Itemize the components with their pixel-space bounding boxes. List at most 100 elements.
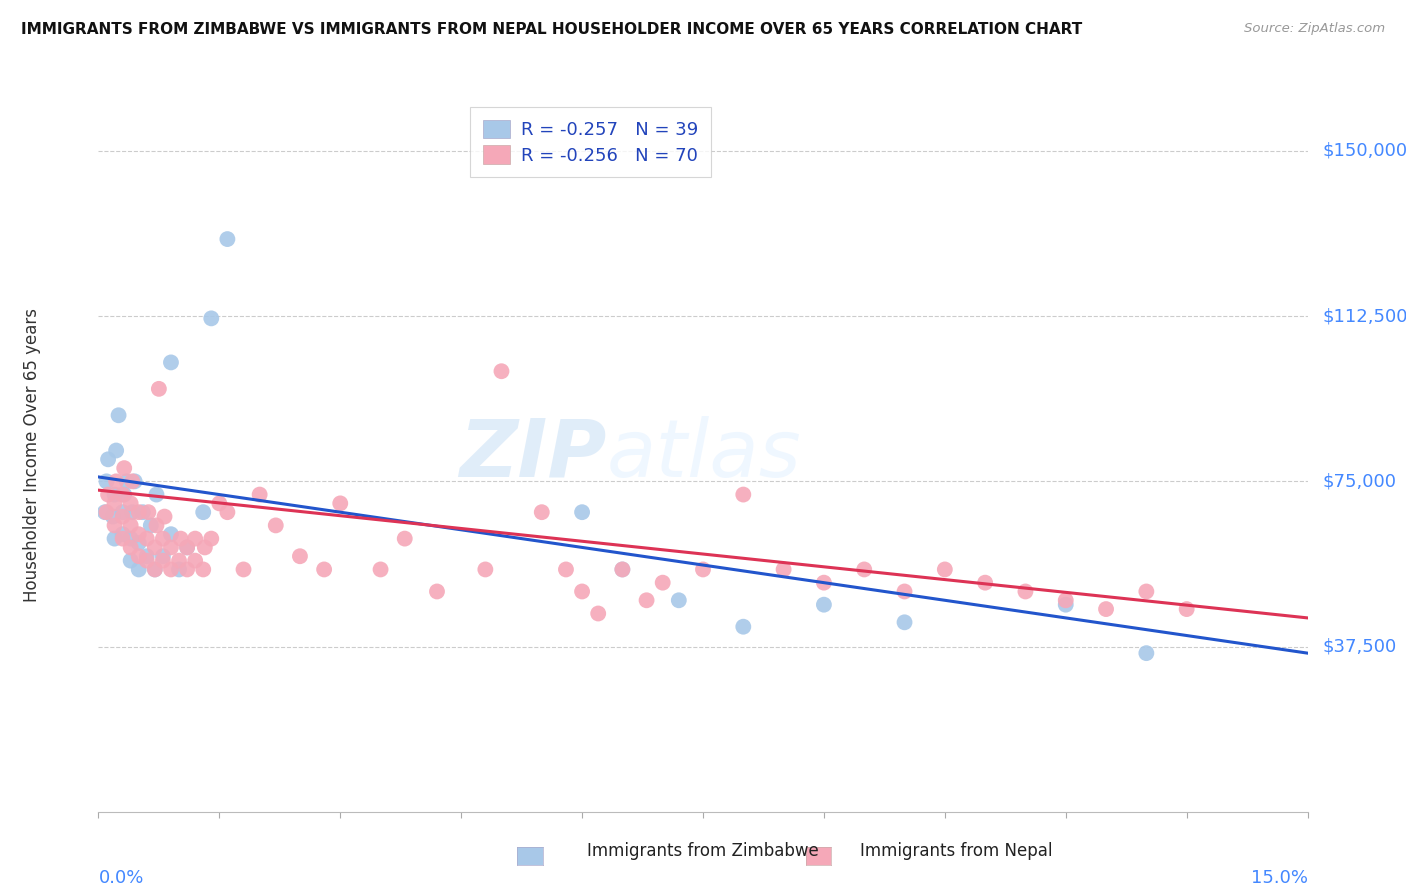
Point — [571, 584, 593, 599]
Point — [143, 562, 166, 576]
Point — [135, 549, 157, 564]
Point — [128, 562, 150, 576]
Point — [120, 532, 142, 546]
Point — [612, 562, 634, 576]
Point — [138, 505, 160, 519]
Point — [249, 487, 271, 501]
Point — [612, 562, 634, 576]
Legend: R = -0.257   N = 39, R = -0.256   N = 70: R = -0.257 N = 39, R = -0.256 N = 70 — [470, 107, 710, 178]
Point — [120, 496, 142, 510]
Point — [94, 505, 117, 519]
Point — [586, 607, 609, 621]
Point — [491, 364, 513, 378]
Point — [169, 532, 191, 546]
Point — [167, 562, 190, 576]
Point — [112, 461, 135, 475]
Point — [103, 487, 125, 501]
Point — [176, 541, 198, 555]
Point — [194, 541, 217, 555]
Point — [111, 527, 134, 541]
Point — [143, 541, 166, 555]
Point — [128, 549, 150, 564]
Point — [853, 562, 876, 576]
Point — [111, 532, 134, 546]
Point — [329, 496, 352, 510]
Point — [184, 532, 207, 546]
Point — [97, 452, 120, 467]
Text: Source: ZipAtlas.com: Source: ZipAtlas.com — [1244, 22, 1385, 36]
Point — [530, 505, 553, 519]
Point — [232, 562, 254, 576]
Point — [208, 496, 231, 510]
Point — [121, 505, 143, 519]
Point — [555, 562, 578, 576]
Point — [893, 584, 915, 599]
Point — [474, 562, 496, 576]
Point — [143, 562, 166, 576]
Point — [571, 505, 593, 519]
Point — [120, 518, 142, 533]
Text: Householder Income Over 65 years: Householder Income Over 65 years — [22, 308, 41, 602]
Point — [1014, 584, 1036, 599]
Point — [200, 532, 222, 546]
Point — [103, 532, 125, 546]
Point — [370, 562, 392, 576]
Point — [217, 232, 239, 246]
Point — [128, 527, 150, 541]
Point — [668, 593, 690, 607]
Point — [135, 532, 157, 546]
Point — [314, 562, 336, 576]
Point — [893, 615, 915, 630]
Point — [96, 475, 118, 489]
Point — [1135, 646, 1157, 660]
Point — [193, 505, 215, 519]
Text: $150,000: $150,000 — [1322, 142, 1406, 160]
Point — [692, 562, 714, 576]
Point — [733, 620, 755, 634]
Text: Immigrants from Zimbabwe: Immigrants from Zimbabwe — [588, 842, 818, 860]
Text: atlas: atlas — [606, 416, 801, 494]
Point — [160, 355, 183, 369]
Point — [107, 409, 129, 423]
Point — [1175, 602, 1198, 616]
Point — [733, 487, 755, 501]
Point — [111, 509, 134, 524]
Point — [176, 541, 198, 555]
Point — [1135, 584, 1157, 599]
Point — [105, 443, 128, 458]
Point — [120, 541, 142, 555]
Point — [103, 518, 125, 533]
Point — [152, 549, 174, 564]
Point — [96, 505, 118, 519]
Text: IMMIGRANTS FROM ZIMBABWE VS IMMIGRANTS FROM NEPAL HOUSEHOLDER INCOME OVER 65 YEA: IMMIGRANTS FROM ZIMBABWE VS IMMIGRANTS F… — [21, 22, 1083, 37]
Text: ZIP: ZIP — [458, 416, 606, 494]
Point — [128, 505, 150, 519]
Point — [1054, 598, 1077, 612]
Point — [200, 311, 222, 326]
Text: $112,500: $112,500 — [1322, 307, 1406, 326]
Point — [135, 554, 157, 568]
Point — [288, 549, 311, 564]
Point — [115, 475, 138, 489]
Point — [111, 505, 134, 519]
Point — [112, 487, 135, 501]
Point — [636, 593, 658, 607]
Point — [426, 584, 449, 599]
Text: 0.0%: 0.0% — [98, 869, 143, 887]
Point — [651, 575, 673, 590]
Point — [193, 562, 215, 576]
Point — [160, 541, 183, 555]
Point — [184, 554, 207, 568]
Point — [145, 518, 167, 533]
Point — [1054, 593, 1077, 607]
Point — [217, 505, 239, 519]
Point — [160, 527, 183, 541]
Point — [264, 518, 287, 533]
Point — [103, 496, 125, 510]
Point — [160, 562, 183, 576]
Point — [105, 475, 128, 489]
Point — [101, 509, 124, 524]
Point — [153, 509, 176, 524]
Point — [974, 575, 997, 590]
Point — [121, 475, 143, 489]
